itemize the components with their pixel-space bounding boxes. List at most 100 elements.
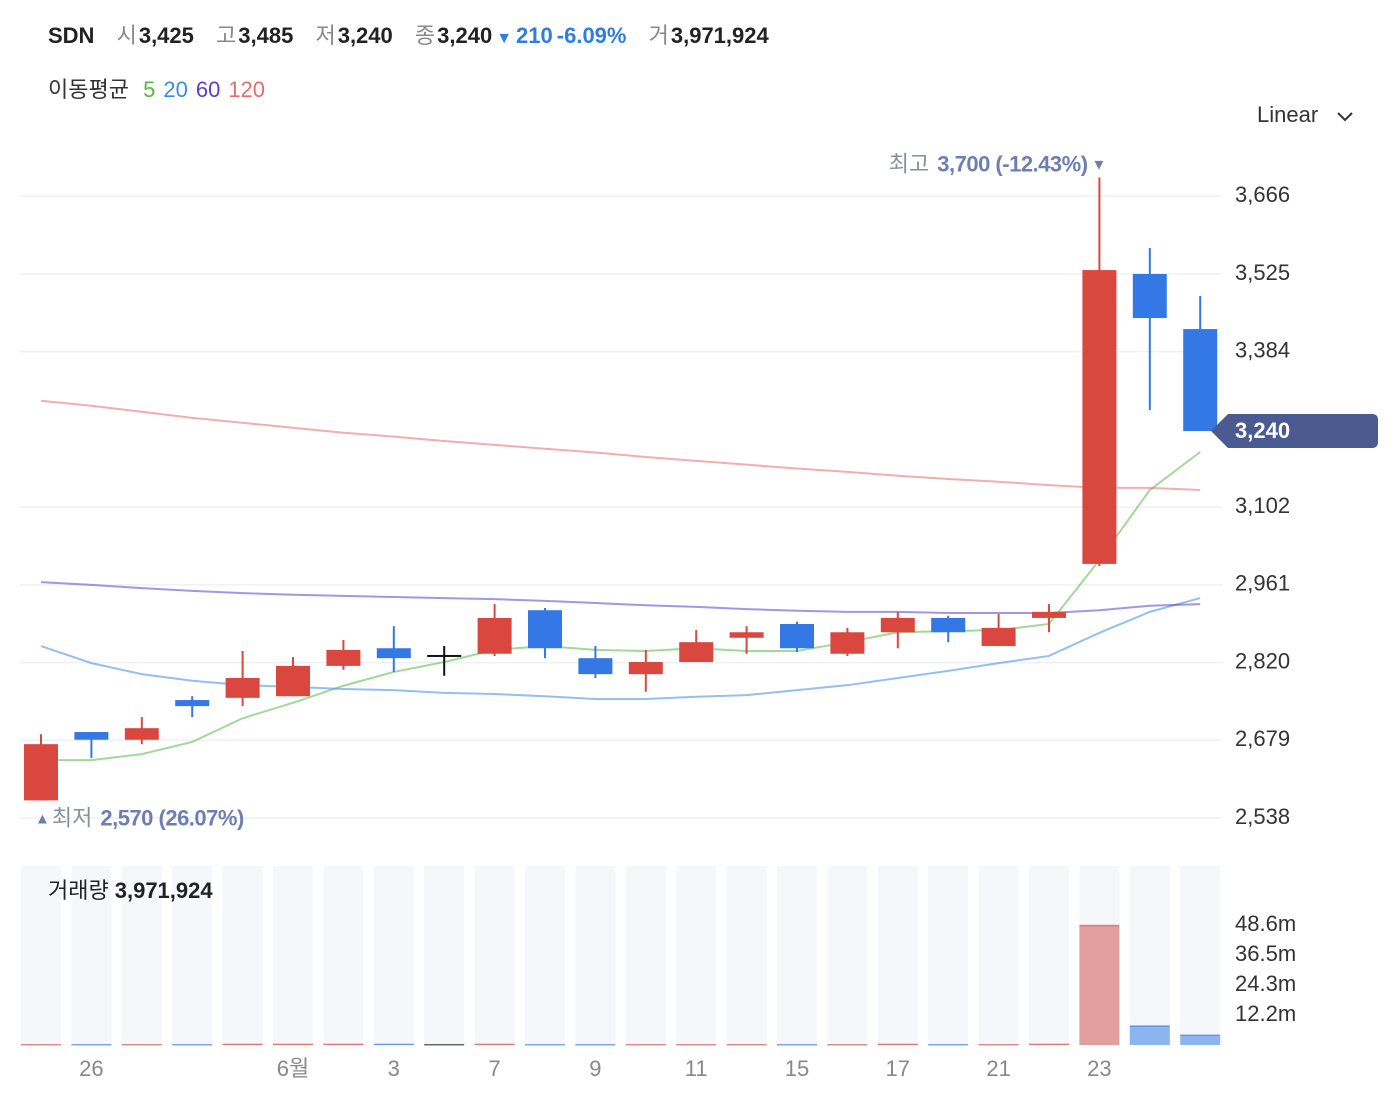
volume-column-bg xyxy=(928,866,969,1045)
volume-column-bg xyxy=(172,866,213,1045)
annotation-label: 최저 xyxy=(52,805,92,830)
volume-bar xyxy=(1079,925,1120,1045)
high-annotation: 최고 3,700 (-12.43%) ▼ xyxy=(889,151,1107,176)
annotation-arrow: ▲ xyxy=(35,810,50,827)
volume-column-bg xyxy=(978,866,1019,1045)
candle-body xyxy=(830,632,865,654)
volume-column-bg xyxy=(1029,866,1069,1045)
candle-body xyxy=(225,678,260,698)
candle-body xyxy=(124,728,159,740)
candle-body xyxy=(175,700,210,707)
volume-column-bg xyxy=(121,866,162,1045)
y-tick-label: 3,666 xyxy=(1235,182,1290,207)
candle-body xyxy=(376,648,411,659)
change-value: 210 xyxy=(516,23,553,48)
candle-body xyxy=(326,649,361,666)
candle-body xyxy=(880,617,915,633)
last-price-label: 3,240 xyxy=(1235,418,1290,443)
moving-average-line xyxy=(40,399,1201,492)
low-label: 저 xyxy=(315,23,336,48)
x-tick-label: 17 xyxy=(886,1056,910,1081)
volume-title-value: 3,971,924 xyxy=(115,878,214,903)
candle-body xyxy=(74,732,109,740)
volume-label: 거 xyxy=(648,23,669,48)
candle-body xyxy=(1183,329,1218,432)
change-arrow: ▼ xyxy=(496,30,513,47)
volume-tick-label: 24.3m xyxy=(1235,971,1296,996)
candle-body xyxy=(24,744,58,801)
moving-average-line xyxy=(41,451,1201,762)
candle-body xyxy=(1132,273,1167,319)
symbol: SDN xyxy=(48,23,95,48)
moving-average-line xyxy=(40,581,1201,614)
x-tick-label: 21 xyxy=(986,1056,1010,1081)
low-value: 3,240 xyxy=(337,23,393,48)
low-annotation: ▲최저 2,570 (26.07%) xyxy=(35,805,244,830)
volume-value: 3,971,924 xyxy=(670,23,769,48)
legend-title: 이동평균 xyxy=(48,77,129,102)
scale-button[interactable]: Linear xyxy=(1257,102,1319,127)
candle-body xyxy=(528,610,562,649)
y-tick-label: 2,820 xyxy=(1235,648,1290,673)
volume-tick-label: 12.2m xyxy=(1235,1001,1296,1026)
volume-title-label: 거래량 xyxy=(48,878,109,903)
volume-column-bg xyxy=(575,866,616,1045)
high-label: 고 xyxy=(216,23,237,48)
volume-column-bg xyxy=(1180,866,1221,1045)
candle-body xyxy=(931,617,966,633)
x-tick-label: 23 xyxy=(1087,1056,1111,1081)
candle-body xyxy=(578,658,613,675)
volume-title: 거래량 3,971,924 xyxy=(48,878,213,903)
candle-body xyxy=(477,617,512,654)
quote-header: SDN 시3,425 고3,485 저3,240 종3,240 ▼ 210 -6.09… xyxy=(48,18,769,50)
legend-entry: 120 xyxy=(228,77,266,102)
last-price-badge xyxy=(1211,414,1378,449)
x-tick-label: 3 xyxy=(388,1056,400,1081)
volume-column-bg xyxy=(222,866,263,1045)
candle-body xyxy=(729,632,764,638)
y-tick-label: 3,525 xyxy=(1235,260,1290,285)
volume-column-bg xyxy=(373,866,414,1045)
y-tick-label: 2,961 xyxy=(1235,571,1290,596)
x-tick-label: 6월 xyxy=(277,1056,309,1081)
volume-tick-label: 48.6m xyxy=(1235,911,1296,936)
candle-body xyxy=(1082,270,1117,564)
x-tick-label: 9 xyxy=(589,1056,601,1081)
volume-column-bg xyxy=(676,866,717,1045)
candle-body xyxy=(1032,611,1066,618)
y-tick-label: 2,538 xyxy=(1235,804,1290,829)
close-label: 종 xyxy=(414,23,436,48)
volume-bar xyxy=(1129,1025,1170,1045)
annotation-text: 2,570 (26.07%) xyxy=(100,805,244,830)
volume-column-bg xyxy=(474,866,515,1045)
y-tick-label: 3,102 xyxy=(1235,493,1290,518)
volume-tick-label: 36.5m xyxy=(1235,941,1296,966)
volume-column-bg xyxy=(323,866,364,1045)
x-tick-label: 11 xyxy=(685,1056,708,1081)
legend-entry: 20 xyxy=(163,77,188,102)
chevron-icon xyxy=(1337,112,1353,122)
volume-column-bg xyxy=(21,866,61,1045)
annotation-arrow: ▼ xyxy=(1092,156,1107,173)
volume-column-bg xyxy=(71,866,112,1045)
close-value: 3,240 xyxy=(437,23,493,48)
candle-body xyxy=(628,662,663,675)
x-tick-label: 15 xyxy=(785,1056,809,1081)
candle-body xyxy=(780,623,814,649)
y-tick-label: 3,384 xyxy=(1235,337,1290,362)
high-value: 3,485 xyxy=(238,23,294,48)
y-tick-label: 2,679 xyxy=(1235,726,1290,751)
legend-entry: 5 xyxy=(143,77,156,102)
candle-body xyxy=(981,627,1016,647)
volume-column-bg xyxy=(777,866,817,1045)
x-tick-label: 7 xyxy=(488,1056,500,1081)
volume-column-bg xyxy=(424,866,465,1045)
volume-column-bg xyxy=(525,866,565,1045)
candle-body xyxy=(276,665,310,697)
volume-bar xyxy=(1180,1035,1221,1045)
candle-body xyxy=(679,642,714,663)
volume-column-bg xyxy=(625,866,666,1045)
legend-entry: 60 xyxy=(195,77,221,102)
